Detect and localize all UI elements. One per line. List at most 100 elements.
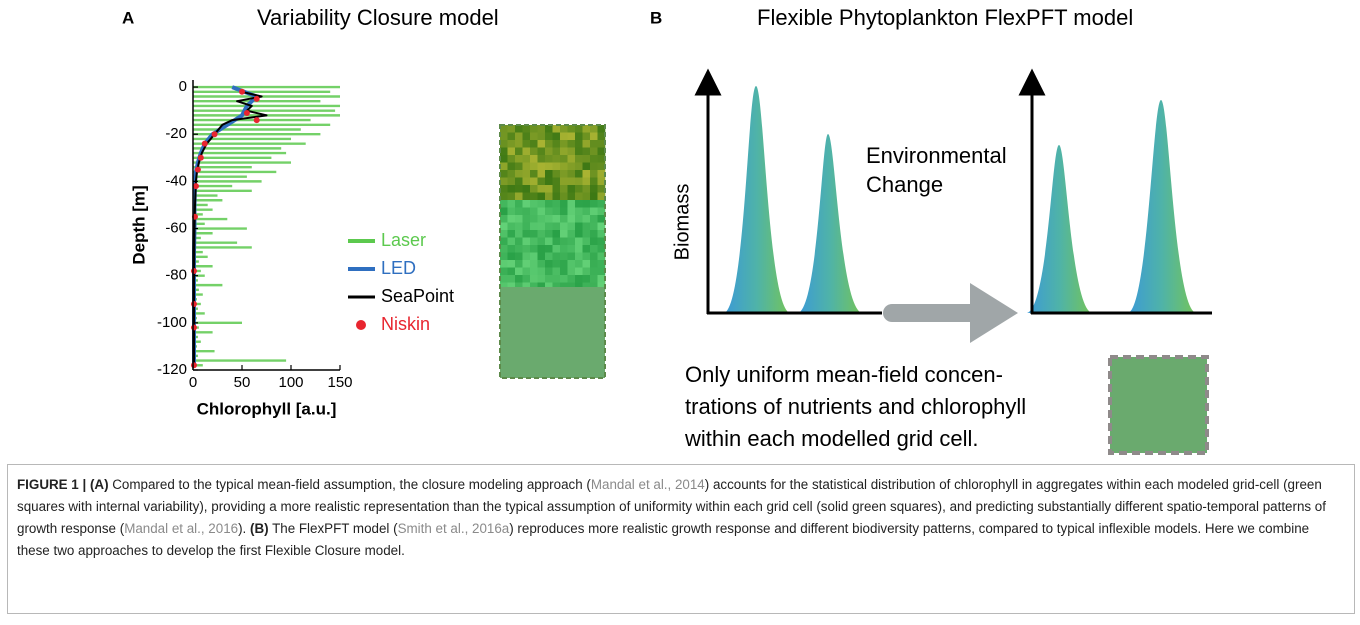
cell-pixel (508, 200, 516, 208)
cell-pixel (523, 215, 531, 223)
cell-pixel (500, 170, 508, 178)
y-tick-label: -120 (157, 361, 187, 378)
cell-pixel (515, 200, 523, 208)
cell-pixel (523, 238, 531, 246)
cell-pixel (568, 170, 576, 178)
cell-pixel (508, 223, 516, 231)
cell-pixel (560, 223, 568, 231)
cell-pixel (553, 215, 561, 223)
cell-pixel (508, 268, 516, 276)
cell-pixel (590, 140, 598, 148)
cell-pixel (545, 253, 553, 261)
cell-pixel (560, 133, 568, 141)
cell-pixel (530, 230, 538, 238)
cell-pixel (530, 215, 538, 223)
cell-pixel (553, 245, 561, 253)
cell-pixel (538, 238, 546, 246)
axis-label: Biomass (671, 184, 693, 261)
cell-pixel (545, 223, 553, 231)
cell-pixel (538, 148, 546, 156)
cell-pixel (568, 185, 576, 193)
cell-pixel (545, 148, 553, 156)
cell-pixel (538, 140, 546, 148)
cell-pixel (500, 223, 508, 231)
cell-pixel (575, 193, 583, 201)
sample-point (239, 89, 245, 95)
cell-pixel (530, 193, 538, 201)
cell-pixel (515, 275, 523, 283)
cell-pixel (583, 253, 591, 261)
cell-pixel (508, 260, 516, 268)
cell-pixel (523, 253, 531, 261)
cell-pixel (545, 178, 553, 186)
cell-pixel (575, 215, 583, 223)
cell-pixel (560, 208, 568, 216)
cell-pixel (508, 140, 516, 148)
cell-pixel (553, 268, 561, 276)
cell-pixel (530, 200, 538, 208)
cell-pixel (500, 155, 508, 163)
cell-pixel (575, 185, 583, 193)
cell-pixel (590, 253, 598, 261)
cell-pixel (545, 260, 553, 268)
sample-point (212, 131, 218, 137)
cell-pixel (583, 275, 591, 283)
sample-point (191, 325, 197, 331)
cell-pixel (568, 133, 576, 141)
cell-pixel (560, 238, 568, 246)
cell-pixel (538, 133, 546, 141)
note-line: within each modelled grid cell. (684, 426, 979, 451)
cell-pixel (575, 230, 583, 238)
cell-pixel (568, 200, 576, 208)
cell-pixel (590, 185, 598, 193)
sample-point (191, 301, 197, 307)
cell-pixel (508, 193, 516, 201)
cell-pixel (545, 268, 553, 276)
cell-pixel (583, 268, 591, 276)
cell-pixel (553, 193, 561, 201)
cell-pixel (500, 245, 508, 253)
cell-pixel (523, 200, 531, 208)
cell-pixel (575, 140, 583, 148)
sample-point (198, 155, 204, 161)
sample-point (191, 268, 197, 274)
sample-point (193, 183, 199, 189)
citation-link[interactable]: Mandal et al., 2014 (591, 477, 705, 492)
citation-link[interactable]: Smith et al., 2016a (398, 521, 510, 536)
cell-pixel (545, 155, 553, 163)
cell-pixel (583, 223, 591, 231)
cell-pixel (530, 140, 538, 148)
cell-pixel (523, 140, 531, 148)
peak (1128, 100, 1196, 313)
cell-pixel (568, 268, 576, 276)
cell-pixel (568, 163, 576, 171)
cell-pixel (568, 208, 576, 216)
y-tick-label: -60 (165, 220, 187, 237)
cell-pixel (590, 275, 598, 283)
cell-pixel (568, 125, 576, 133)
cell-pixel (508, 178, 516, 186)
cell-pixel (538, 155, 546, 163)
cell-pixel (530, 275, 538, 283)
citation-link[interactable]: Mandal et al., 2016 (124, 521, 238, 536)
y-tick-label: -20 (165, 125, 187, 142)
cell-pixel (575, 253, 583, 261)
cell-pixel (530, 253, 538, 261)
cell-pixel (553, 170, 561, 178)
cell-pixel (515, 215, 523, 223)
cell-pixel (583, 163, 591, 171)
sample-point (254, 96, 260, 102)
cell-pixel (568, 223, 576, 231)
cell-pixel (538, 253, 546, 261)
cell-pixel (590, 223, 598, 231)
cell-pixel (583, 215, 591, 223)
cell-pixel (508, 208, 516, 216)
change-arrow-head (970, 283, 1018, 343)
caption-text: (B) (250, 521, 269, 536)
cell-pixel (568, 260, 576, 268)
sample-point (202, 141, 208, 147)
cell-pixel (523, 193, 531, 201)
cell-pixel (545, 245, 553, 253)
cell-pixel (545, 170, 553, 178)
cell-pixel (553, 238, 561, 246)
